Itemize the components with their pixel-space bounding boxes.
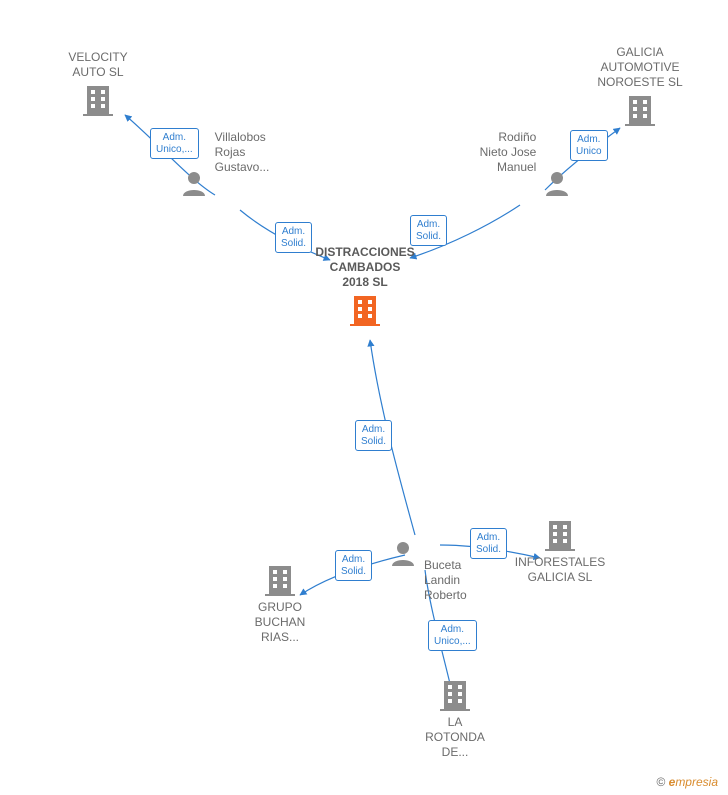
node-label: VillalobosRojasGustavo... [215,130,270,175]
node-label: INFORESTALESGALICIA SL [500,555,620,585]
edge-label-buceta-rotonda: Adm.Unico,... [428,620,477,651]
node-label: VELOCITYAUTO SL [38,50,158,80]
building-icon [440,679,470,711]
building-icon [83,84,113,116]
edge-label-buceta-inforest: Adm.Solid. [470,528,507,559]
edge-label-rodino-center: Adm.Solid. [410,215,447,246]
node-center[interactable]: DISTRACCIONESCAMBADOS2018 SL [305,245,425,330]
brand-name: empresia [669,775,718,789]
footer-credit: © empresia [656,775,718,789]
node-velocity[interactable]: VELOCITYAUTO SL [38,50,158,120]
node-label: BucetaLandinRoberto [424,558,467,603]
edge-label-villalobos-center: Adm.Solid. [275,222,312,253]
building-icon [350,294,380,326]
person-icon [181,170,207,196]
person-icon [544,170,570,196]
node-label: DISTRACCIONESCAMBADOS2018 SL [305,245,425,290]
edge-label-buceta-grupo: Adm.Solid. [335,550,372,581]
building-icon [545,519,575,551]
node-rotonda[interactable]: LAROTONDADE... [395,679,515,760]
node-label: LAROTONDADE... [395,715,515,760]
node-label: GRUPOBUCHANRIAS... [220,600,340,645]
node-rodino[interactable]: RodiñoNieto JoseManuel [465,130,585,200]
node-label: RodiñoNieto JoseManuel [480,130,537,175]
edge-label-villalobos-velocity: Adm.Unico,... [150,128,199,159]
node-galicia[interactable]: GALICIAAUTOMOTIVENOROESTE SL [580,45,700,130]
building-icon [625,94,655,126]
building-icon [265,564,295,596]
person-icon [390,540,416,566]
edge-label-rodino-galicia: Adm.Unico [570,130,608,161]
node-grupo[interactable]: GRUPOBUCHANRIAS... [220,564,340,645]
edge-label-buceta-center: Adm.Solid. [355,420,392,451]
node-inforest[interactable]: INFORESTALESGALICIA SL [500,519,620,585]
node-label: GALICIAAUTOMOTIVENOROESTE SL [580,45,700,90]
copyright-symbol: © [656,775,665,789]
